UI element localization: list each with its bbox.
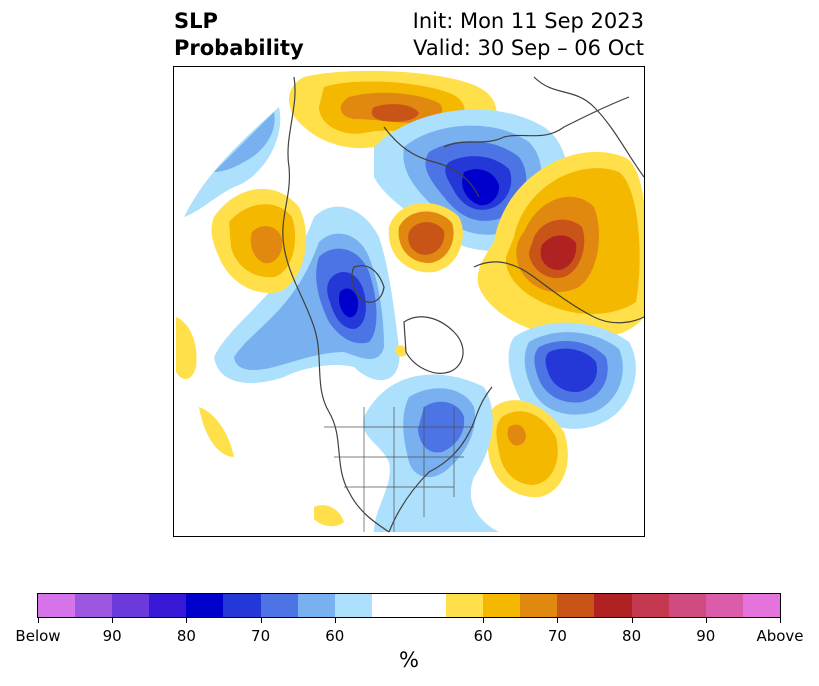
colorbar-segment: [483, 594, 521, 617]
colorbar-tick-label: 70: [251, 627, 271, 645]
colorbar-tick-mark: [557, 618, 559, 623]
init-date: Init: Mon 11 Sep 2023: [412, 9, 644, 33]
colorbar-tick-mark: [186, 618, 188, 623]
colorbar-segment: [297, 594, 335, 617]
colorbar-segment: [149, 594, 187, 617]
colorbar-segment: [223, 594, 261, 617]
colorbar-segment: [594, 594, 632, 617]
anomaly-above-central-atlantic: [486, 400, 568, 498]
colorbar-segment: [557, 594, 595, 617]
colorbar-tick-mark: [705, 618, 707, 623]
colorbar-tick-label: 80: [622, 627, 642, 645]
colorbar-tick-label: 60: [473, 627, 493, 645]
colorbar-tick-mark: [483, 618, 485, 623]
colorbar-segment: [75, 594, 113, 617]
probability-map: [176, 70, 644, 533]
anomaly-below-us: [363, 374, 499, 532]
colorbar-segment: [520, 594, 558, 617]
colorbar-unit: %: [399, 648, 419, 672]
colorbar-tick-mark: [780, 618, 781, 623]
anomaly-above-ne-pacific: [176, 317, 234, 457]
anomaly-above-arctic: [388, 203, 463, 273]
colorbar-tick-mark: [260, 618, 262, 623]
colorbar-tick-label: Above: [756, 627, 804, 645]
colorbar-tick-label: 90: [696, 627, 716, 645]
anomaly-above-pacific: [211, 188, 307, 293]
colorbar-tick-label: Below: [15, 627, 61, 645]
state-borders: [324, 407, 474, 532]
colorbar-segment: [742, 594, 780, 617]
colorbar-segment: [112, 594, 150, 617]
colorbar-segment: [260, 594, 298, 617]
forecast-dates: Init: Mon 11 Sep 2023 Valid: 30 Sep – 06…: [413, 8, 644, 62]
anomaly-above-siberia: [477, 151, 644, 339]
map-panel: [173, 66, 645, 537]
anomaly-above-small: [314, 345, 407, 527]
colorbar-segment: [668, 594, 706, 617]
colorbar-tick-mark: [631, 618, 633, 623]
colorbar-segment: [631, 594, 669, 617]
colorbar-segment: [186, 594, 224, 617]
colorbar: [37, 593, 781, 618]
anomaly-below-alaska: [214, 206, 400, 383]
colorbar-tick-mark: [38, 618, 39, 623]
coastlines: [282, 76, 644, 533]
colorbar-tick-mark: [334, 618, 336, 623]
colorbar-segment: [334, 594, 372, 617]
colorbar-tick-mark: [112, 618, 114, 623]
title-line-variable: SLP: [174, 9, 218, 33]
colorbar-segment: [705, 594, 743, 617]
colorbar-segment: [38, 594, 76, 617]
colorbar-segment: [371, 594, 409, 617]
colorbar-tick-label: 60: [325, 627, 345, 645]
colorbar-tick-label: 90: [102, 627, 122, 645]
map-title: SLP Probability: [174, 8, 304, 62]
colorbar-segment: [408, 594, 447, 617]
valid-date: Valid: 30 Sep – 06 Oct: [413, 36, 644, 60]
colorbar-segment: [446, 594, 484, 617]
colorbar-tick-label: 80: [176, 627, 196, 645]
anomaly-below-atlantic: [508, 322, 636, 429]
anomaly-below-pacific-strip: [184, 107, 281, 217]
title-line-product: Probability: [174, 36, 304, 60]
colorbar-tick-label: 70: [547, 627, 567, 645]
